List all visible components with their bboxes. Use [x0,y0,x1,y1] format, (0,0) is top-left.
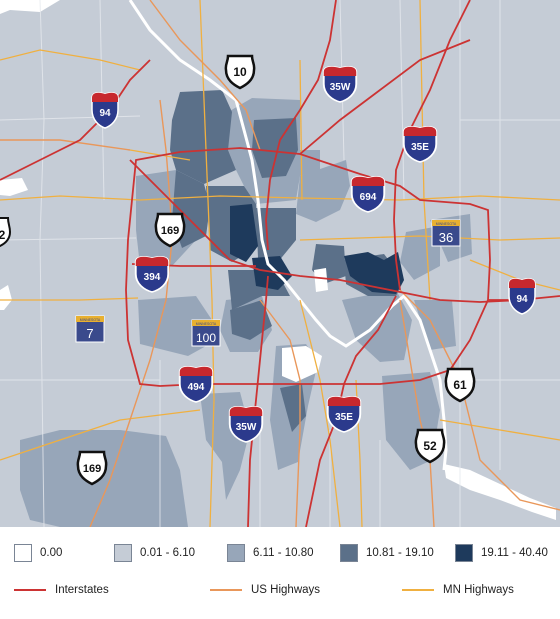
legend-class-4: 19.11 - 40.40 [455,543,548,563]
legend-line-mn-highways: MN Highways [402,580,514,600]
interstate-shield-394: 394 [134,255,170,293]
interstate-shield-35w-north: 35W [322,65,358,103]
interstate-shield-35w-south: 35W [228,405,264,443]
legend-label: 19.11 - 40.40 [481,547,548,559]
class-19-11-region [230,204,404,294]
svg-text:35E: 35E [411,142,429,153]
interstates [0,0,560,527]
us-highways [0,0,560,527]
no-data-area [0,285,12,310]
interstate-shield-94-east: 94 [508,278,536,315]
svg-text:94: 94 [99,108,111,119]
legend-class-1: 0.01 - 6.10 [114,543,195,563]
legend-label: MN Highways [443,584,514,596]
svg-text:94: 94 [516,294,528,305]
legend-line-sample [402,589,434,591]
legend-class-3: 10.81 - 19.10 [340,543,434,563]
svg-text:MINNESOTA: MINNESOTA [436,222,457,226]
no-data-area [0,178,28,196]
interstate-shield-35e-south: 35E [326,395,362,433]
legend: 0.00 0.01 - 6.10 6.11 - 10.80 10.81 - 19… [0,527,560,619]
svg-text:169: 169 [161,225,179,237]
edge-shield-fragment: 2 [0,217,12,247]
map-canvas: 94 35W 35E 694 394 494 35W 35E 94 10 [0,0,560,527]
svg-text:35W: 35W [330,82,351,93]
legend-label: 10.81 - 19.10 [366,547,434,559]
legend-line-sample [14,589,46,591]
legend-label: US Highways [251,584,321,596]
svg-text:10: 10 [233,65,247,79]
svg-text:169: 169 [83,463,101,475]
legend-swatch [114,544,132,562]
interstate-shield-94-west: 94 [91,92,119,129]
river [128,0,448,471]
us-shield-169-south: 169 [76,450,108,486]
legend-label: 6.11 - 10.80 [253,547,314,559]
us-shield-10: 10 [224,54,256,90]
legend-label: 0.01 - 6.10 [140,547,195,559]
us-shield-169-north: 169 [154,212,186,248]
legend-class-2: 6.11 - 10.80 [227,543,314,563]
mn-shield-100: MINNESOTA 100 [191,319,221,347]
svg-text:52: 52 [423,439,437,453]
us-shield-61: 61 [444,367,476,403]
mn-highways [0,0,560,527]
legend-line-sample [210,589,242,591]
legend-swatch [14,544,32,562]
legend-label: 0.00 [40,547,63,559]
interstate-shield-35e-north: 35E [402,125,438,163]
water-bodies [282,268,556,520]
us-shield-52: 52 [414,428,446,464]
svg-text:694: 694 [360,192,377,203]
svg-text:100: 100 [196,331,216,345]
mn-shield-36: MINNESOTA 36 [431,219,461,247]
svg-text:394: 394 [144,272,161,283]
svg-text:61: 61 [453,378,467,392]
legend-swatch [455,544,473,562]
svg-text:MINNESOTA: MINNESOTA [196,322,217,326]
legend-swatch [227,544,245,562]
boundary-lines [0,0,560,527]
legend-label: Interstates [55,584,109,596]
svg-text:35E: 35E [335,412,353,423]
svg-text:MINNESOTA: MINNESOTA [80,318,101,322]
legend-line-interstates: Interstates [14,580,109,600]
interstate-shield-694: 694 [350,175,386,213]
interstate-shield-494: 494 [178,365,214,403]
svg-text:2: 2 [0,228,6,242]
no-data-area [0,0,60,14]
svg-text:494: 494 [188,382,205,393]
legend-swatch [340,544,358,562]
mn-shield-7: MINNESOTA 7 [75,315,105,343]
svg-text:7: 7 [86,326,93,341]
legend-line-us-highways: US Highways [210,580,320,600]
svg-text:35W: 35W [236,422,257,433]
svg-text:36: 36 [439,230,453,245]
legend-class-0: 0.00 [14,543,62,563]
